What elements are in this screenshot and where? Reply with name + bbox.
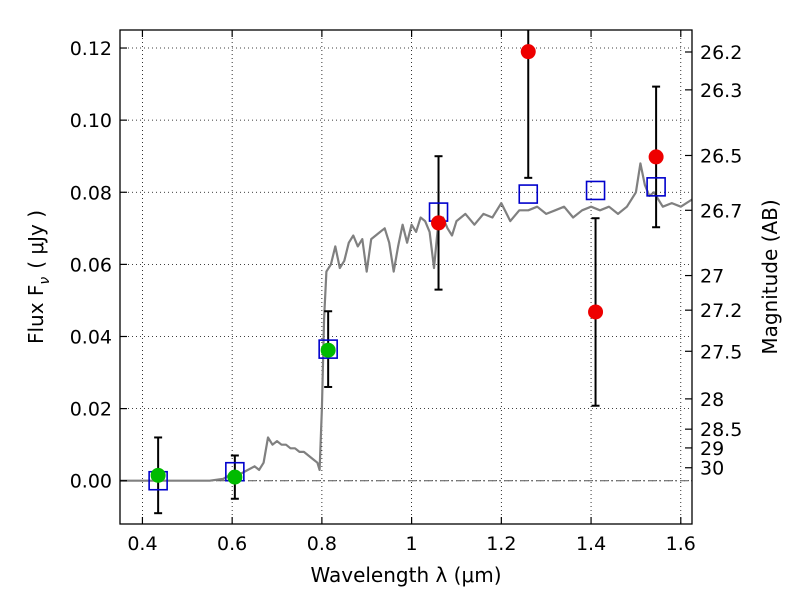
right-tick-label: 26.7 xyxy=(700,200,742,222)
y-tick-label: 0.00 xyxy=(70,471,112,493)
right-tick-label: 29 xyxy=(700,438,724,460)
x-axis-ticks: 0.4 0.6 0.8 1 1.2 1.4 1.6 xyxy=(127,30,696,555)
right-tick-label: 27 xyxy=(700,266,724,288)
model-square-point xyxy=(585,180,606,201)
right-tick-label: 26.5 xyxy=(700,145,742,167)
right-tick-label: 26.3 xyxy=(700,80,742,102)
right-tick-label: 27.2 xyxy=(700,300,742,322)
plot-frame xyxy=(119,29,693,525)
x-tick-label: 1.4 xyxy=(576,533,606,555)
observed-point xyxy=(227,469,243,485)
y-tick-label: 0.08 xyxy=(70,182,112,204)
observed-photometry-points xyxy=(150,44,664,485)
right-tick-label: 26.2 xyxy=(700,42,742,64)
right-tick-label: 28 xyxy=(700,389,724,411)
model-square-point xyxy=(518,184,539,204)
x-tick-label: 1 xyxy=(406,533,418,555)
y-axis-label-right: Magnitude (AB) xyxy=(758,199,782,354)
y-tick-label: 0.02 xyxy=(70,399,112,421)
y-tick-label: 0.12 xyxy=(70,38,112,60)
model-square-point xyxy=(646,177,666,197)
y-axis-ticks: 0.00 0.02 0.04 0.06 0.08 0.10 0.12 xyxy=(70,38,127,493)
svg-text:Flux Fν( μJy ): Flux Fν ( μJy ) xyxy=(24,210,53,344)
x-tick-label: 1.6 xyxy=(666,533,696,555)
observed-point xyxy=(648,149,664,165)
y-label-unit: ( μJy ) xyxy=(24,210,48,269)
x-tick-label: 0.8 xyxy=(307,533,337,555)
observed-point xyxy=(320,342,336,358)
observed-point xyxy=(431,215,447,231)
grid xyxy=(120,30,692,524)
model-photometry-squares xyxy=(148,177,666,491)
observed-point xyxy=(520,44,536,60)
spectrum-series xyxy=(120,162,693,482)
model-square-point xyxy=(318,339,338,359)
x-tick-label: 0.4 xyxy=(127,533,157,555)
y-label-sub: ν xyxy=(37,277,53,285)
spectrum-line xyxy=(120,162,693,482)
x-tick-label: 0.6 xyxy=(217,533,247,555)
observed-point xyxy=(150,467,166,483)
y-tick-label: 0.04 xyxy=(70,326,112,348)
error-bars xyxy=(154,30,661,515)
right-tick-label: 30 xyxy=(700,458,724,480)
y-tick-label: 0.10 xyxy=(70,110,112,132)
x-axis-label: Wavelength λ (μm) xyxy=(310,563,501,587)
right-tick-label: 27.5 xyxy=(700,341,742,363)
x-tick-label: 1.2 xyxy=(486,533,516,555)
y-axis-label-left: Flux Fν ( μJy ) xyxy=(24,210,53,344)
observed-point xyxy=(588,304,604,320)
y-tick-label: 0.06 xyxy=(70,254,112,276)
right-tick-label: 28.5 xyxy=(700,419,742,441)
y-label-main: Flux F xyxy=(24,285,48,344)
